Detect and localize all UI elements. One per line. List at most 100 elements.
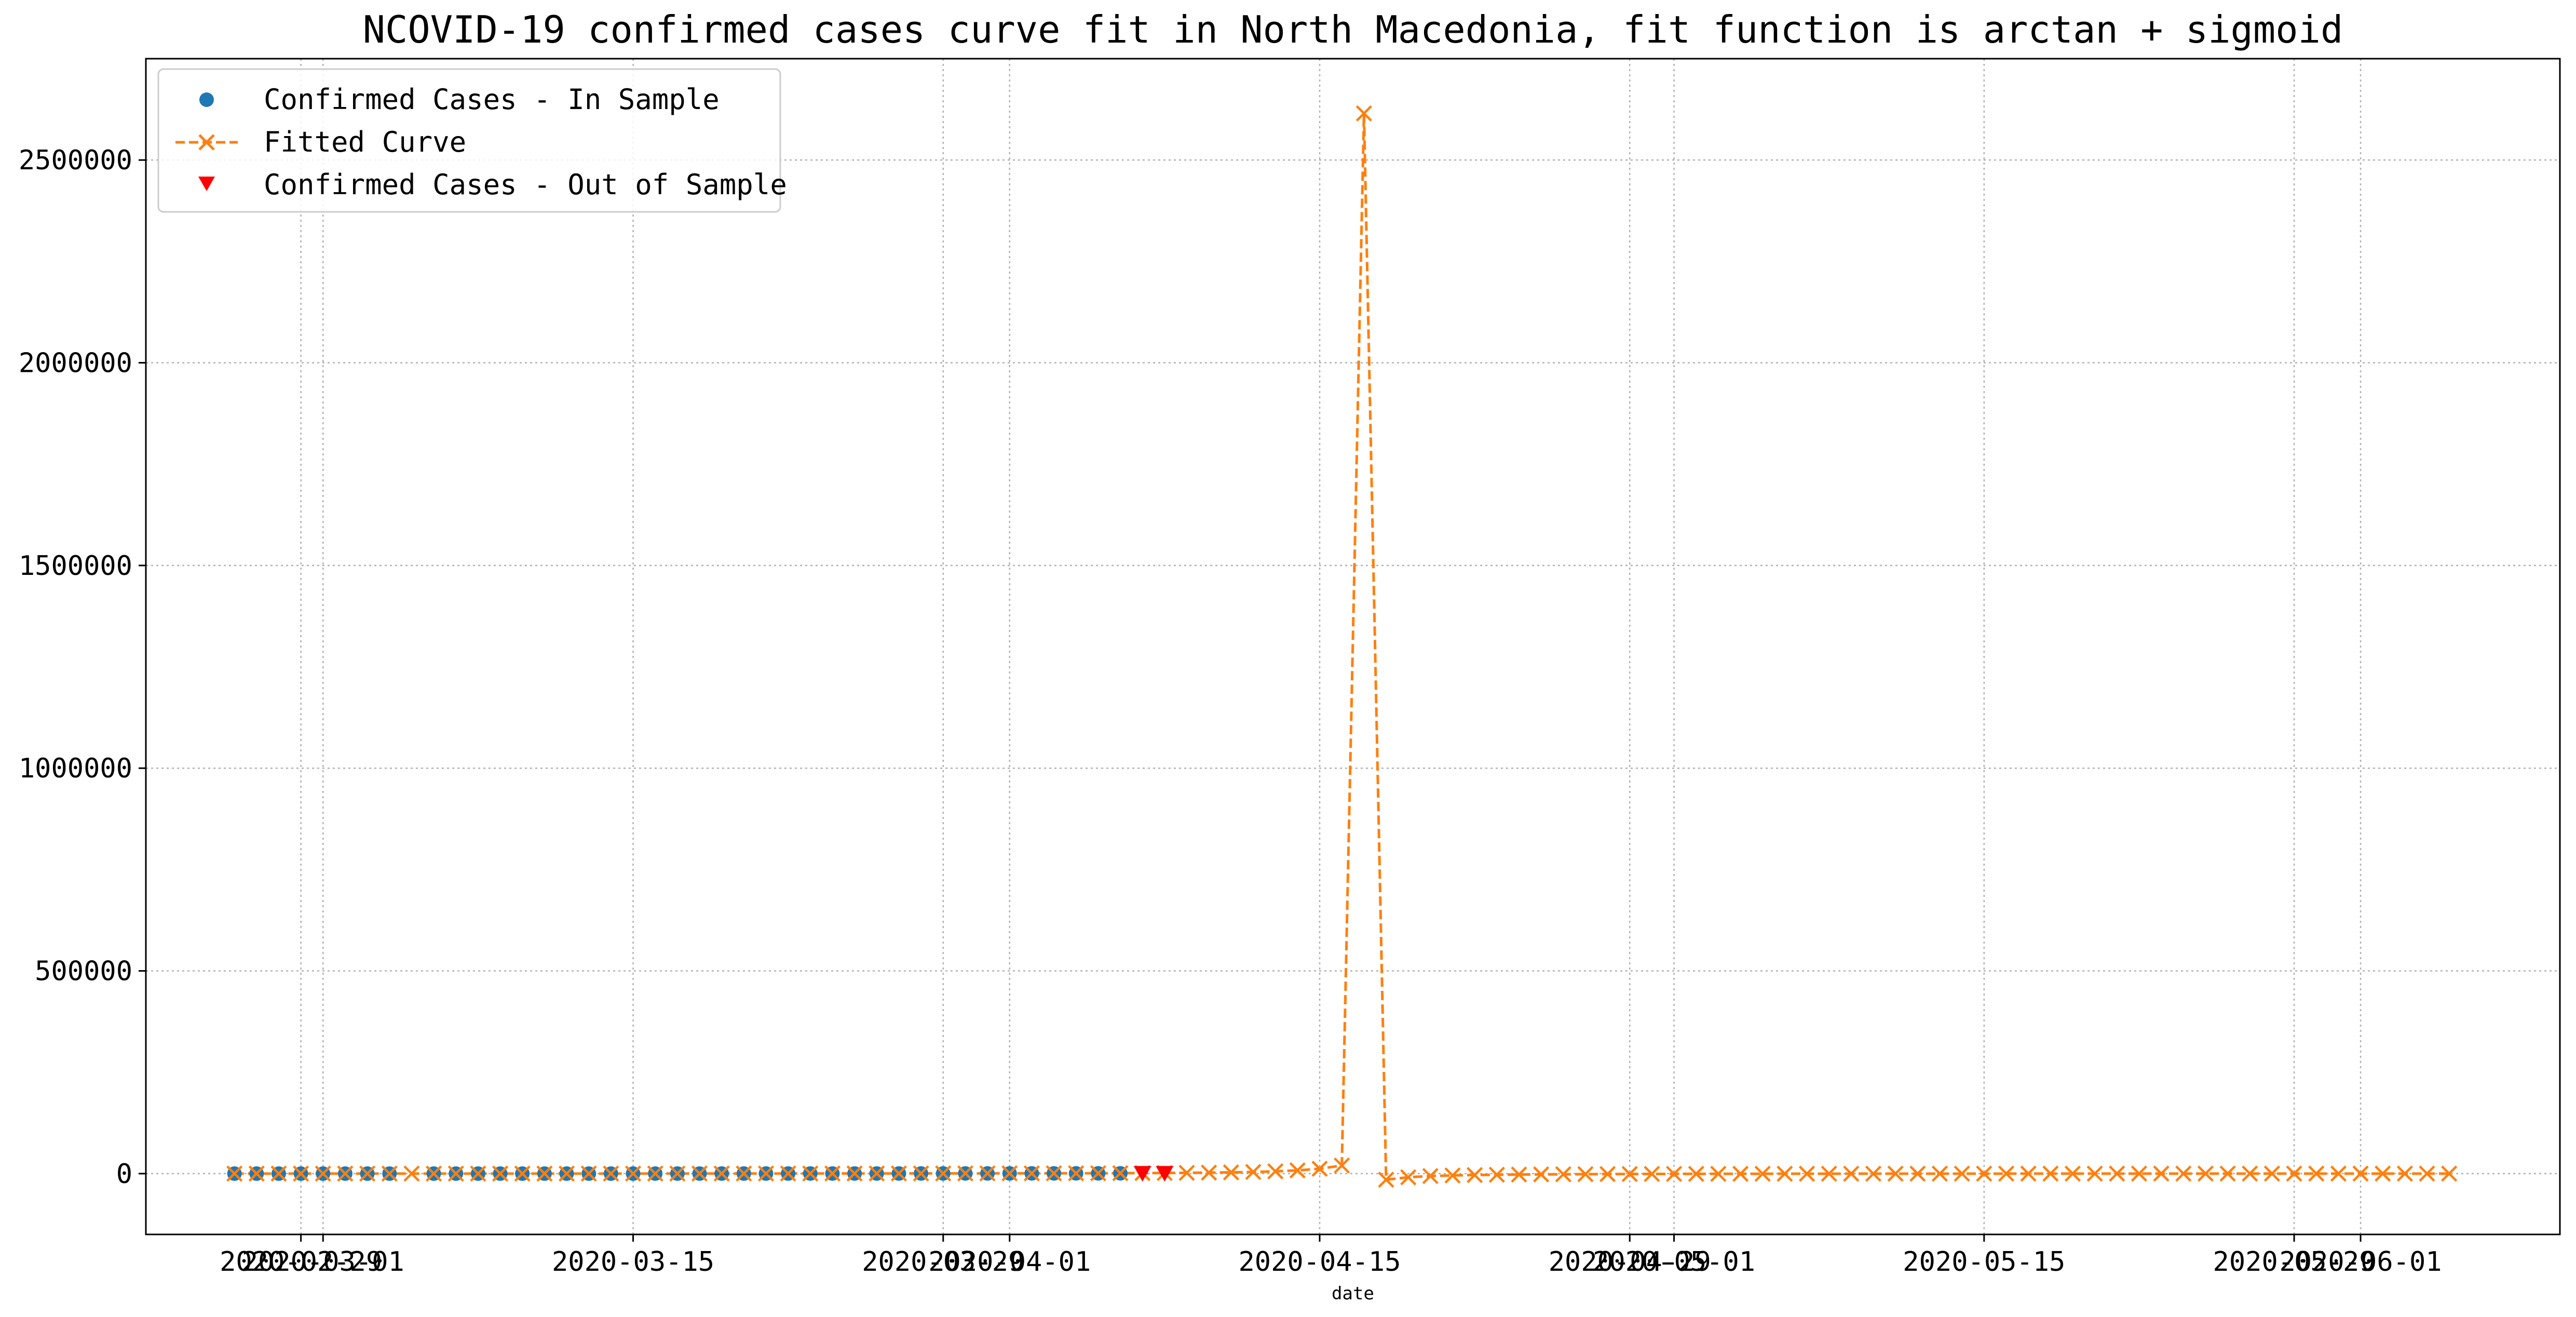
fitted-point — [2242, 1165, 2258, 1182]
fitted-point — [979, 1165, 996, 1182]
x-tick-label: 2020-05-01 — [1593, 1246, 1755, 1278]
fitted-point — [1931, 1165, 1948, 1182]
x-tick-label: 2020-04-15 — [1238, 1246, 1401, 1278]
fitted-point — [890, 1165, 907, 1182]
fitted-point — [869, 1165, 885, 1182]
x-tick-label: 2020-05-29 — [2213, 1246, 2376, 1278]
fitted-point — [2042, 1165, 2059, 1182]
fitted-point — [2020, 1165, 2037, 1182]
fitted-point — [1798, 1165, 1815, 1182]
fitted-point — [1267, 1163, 1284, 1180]
y-tick-label: 500000 — [35, 956, 132, 987]
fitted-point — [1976, 1165, 1992, 1182]
fitted-point — [270, 1165, 287, 1182]
x-tick-label: 2020-03-01 — [242, 1246, 404, 1278]
y-tick-label: 0 — [116, 1159, 132, 1190]
fitted-point — [1821, 1165, 1837, 1182]
fitted-point — [1023, 1165, 1040, 1181]
fitted-point — [1467, 1167, 1483, 1184]
fitted-point — [1400, 1169, 1417, 1186]
plot-area — [226, 105, 2458, 1188]
fitted-point — [957, 1165, 974, 1182]
fitted-point — [2109, 1165, 2125, 1182]
fitted-point — [1090, 1165, 1106, 1181]
fitted-point — [1001, 1165, 1018, 1181]
y-tick-label: 2500000 — [19, 145, 132, 176]
fitted-point — [1754, 1165, 1771, 1182]
fitted-point — [1710, 1165, 1727, 1182]
fitted-point — [2375, 1165, 2391, 1182]
fitted-point — [1954, 1165, 1970, 1182]
fitted-point — [337, 1165, 354, 1182]
fitted-point — [2197, 1165, 2214, 1182]
out-of-sample-point — [1133, 1166, 1151, 1182]
fitted-point — [1688, 1165, 1704, 1182]
x-tick-label: 2020-04-01 — [928, 1246, 1091, 1278]
fitted-point — [1599, 1166, 1616, 1182]
fitted-point — [1422, 1167, 1439, 1185]
fitted-point — [403, 1165, 420, 1182]
y-tick-label: 1500000 — [19, 550, 132, 582]
fitted-point — [1355, 105, 1372, 122]
legend-label-fitted: Fitted Curve — [264, 126, 466, 158]
fitted-point — [802, 1165, 819, 1182]
fitted-point — [1378, 1172, 1394, 1188]
legend-box — [157, 68, 781, 213]
plot-frame — [145, 58, 2561, 1235]
fitted-point — [2175, 1165, 2192, 1182]
fitted-point — [1223, 1164, 1239, 1181]
fitted-point — [1068, 1165, 1084, 1181]
x-tick-label: 2020-02-29 — [220, 1246, 382, 1278]
fitted-point — [448, 1165, 464, 1182]
fitted-point — [359, 1165, 376, 1182]
fitted-point — [1998, 1165, 2015, 1182]
fitted-point — [1865, 1165, 1882, 1182]
fitted-point — [824, 1165, 841, 1182]
fitted-point — [1046, 1165, 1062, 1181]
fitted-point — [293, 1165, 309, 1182]
fitted-point — [2396, 1165, 2413, 1182]
fitted-point — [1644, 1165, 1660, 1182]
fitted-point — [913, 1165, 929, 1182]
fitted-point — [1444, 1167, 1461, 1184]
fitted-point — [2352, 1165, 2369, 1182]
grid — [146, 59, 2560, 1234]
fitted-point — [2153, 1165, 2170, 1182]
legend-label-out-of-sample: Confirmed Cases - Out of Sample — [264, 168, 787, 201]
fitted-point — [1311, 1160, 1328, 1177]
fitted-point — [1178, 1164, 1195, 1181]
y-tick-label: 2000000 — [19, 348, 132, 379]
fitted-point — [248, 1165, 265, 1182]
fitted-point — [2064, 1165, 2081, 1182]
fitted-point — [1887, 1165, 1904, 1182]
fitted-point — [2286, 1165, 2302, 1182]
fitted-point — [226, 1165, 243, 1182]
x-axis-label: date — [1332, 1283, 1374, 1304]
fitted-point — [1621, 1166, 1638, 1182]
fitted-point — [315, 1165, 331, 1182]
fitted-point — [713, 1165, 730, 1182]
x-tick-label: 2020-04-29 — [1549, 1246, 1711, 1278]
fitted-point — [536, 1165, 553, 1182]
fitted-point — [1577, 1166, 1594, 1182]
chart-title: NCOVID-19 confirmed cases curve fit in N… — [363, 8, 2343, 51]
legend-label-in-sample: Confirmed Cases - In Sample — [264, 83, 720, 116]
fitted-point — [558, 1165, 575, 1182]
fitted-point — [1112, 1165, 1129, 1181]
legend-marker-in-sample — [199, 92, 214, 107]
fitted-point — [2219, 1165, 2236, 1182]
fitted-point — [470, 1165, 486, 1182]
fitted-point — [1555, 1166, 1571, 1182]
fitted-point — [1334, 1157, 1350, 1174]
fitted-point — [603, 1165, 619, 1182]
legend: Confirmed Cases - In Sample Fitted Curve… — [157, 68, 787, 213]
fitted-point — [2441, 1165, 2458, 1182]
fitted-point — [580, 1165, 597, 1182]
fitted-point — [1488, 1166, 1505, 1183]
legend-marker-out-of-sample — [198, 177, 215, 191]
fitted-point — [625, 1165, 642, 1182]
x-tick-label: 2020-05-15 — [1903, 1246, 2065, 1278]
fitted-point — [1665, 1165, 1683, 1182]
